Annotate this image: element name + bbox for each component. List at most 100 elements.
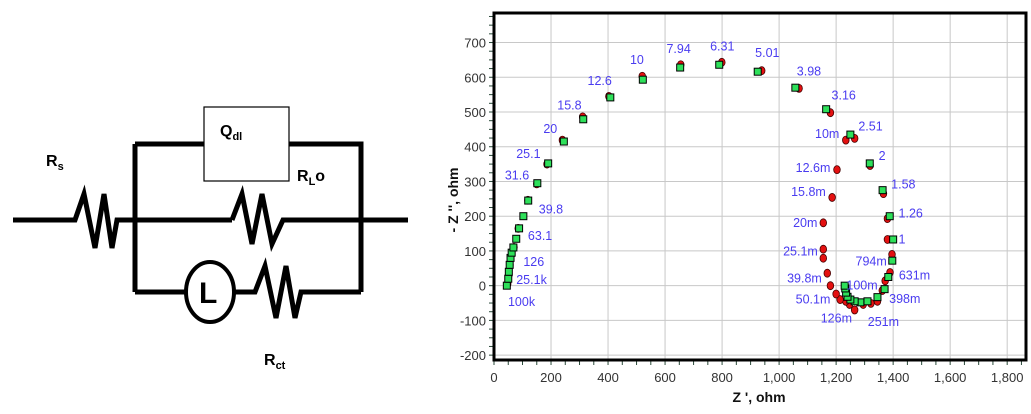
frequency-label: 10 (630, 53, 644, 67)
measured-point (832, 289, 840, 299)
qdl-box (203, 106, 290, 182)
frequency-label: 3.98 (797, 64, 821, 78)
frequency-label: 794m (856, 254, 887, 268)
x-tick-label: 600 (654, 370, 676, 385)
fit-point (676, 63, 685, 72)
fit-point (502, 281, 511, 290)
fit-point (880, 285, 889, 294)
y-tick-label: 700 (464, 36, 486, 51)
fit-point (873, 293, 882, 302)
fit-point (846, 130, 855, 139)
data-markers (502, 57, 898, 315)
y-tick-label: 0 (479, 279, 486, 294)
frequency-label: 6.31 (710, 39, 734, 53)
frequency-label: 126 (523, 255, 544, 269)
frequency-label: 1 (899, 232, 906, 246)
y-tick-label: 400 (464, 140, 486, 155)
fit-point (512, 234, 521, 243)
x-tick-label: 200 (540, 370, 562, 385)
y-tick-label: 200 (464, 209, 486, 224)
y-tick-label: -200 (460, 348, 486, 363)
fit-point (878, 186, 887, 195)
fit-point (559, 137, 568, 146)
fit-point (515, 224, 524, 233)
frequency-label: 100m (846, 279, 877, 293)
frequency-label: 31.6 (505, 169, 529, 183)
fit-point (885, 212, 894, 221)
resistor-rs (68, 184, 135, 249)
frequency-label: 50.1m (796, 293, 831, 307)
frequency-label: 251m (868, 315, 899, 329)
x-axis-title: Z ', ohm (732, 389, 785, 405)
y-axis-title: - Z '', ohm (445, 168, 461, 233)
x-tick-label: 1,000 (763, 370, 796, 385)
fit-point (889, 235, 898, 244)
fit-point (504, 267, 513, 276)
frequency-label: 398m (889, 292, 920, 306)
measured-point (833, 165, 841, 175)
frequency-label: 15.8 (557, 98, 581, 112)
wire-top-right (289, 141, 364, 292)
y-tick-label: 600 (464, 70, 486, 85)
fit-point (822, 105, 831, 114)
resistor-rct (234, 257, 361, 319)
frequency-label: 25.1m (783, 245, 818, 259)
frequency-label: 12.6m (796, 161, 831, 175)
frequency-label: 15.8m (791, 185, 826, 199)
measured-point (823, 268, 831, 278)
fit-point (505, 260, 514, 269)
fit-point (715, 60, 724, 69)
frequency-label: 20 (543, 122, 557, 136)
fit-point (638, 75, 647, 84)
frequency-label: 100k (508, 295, 536, 309)
qdl-label: Qdl (220, 123, 242, 143)
x-tick-label: 1,400 (877, 370, 910, 385)
measured-point (819, 244, 827, 254)
fit-point (840, 281, 849, 290)
measured-point (819, 253, 827, 263)
x-tick-label: 0 (490, 370, 497, 385)
rs-label: Rs (46, 153, 64, 173)
y-tick-label: 500 (464, 105, 486, 120)
fit-point (579, 115, 588, 124)
measured-point (826, 281, 835, 291)
inductor-label: L (199, 277, 217, 310)
fit-point (509, 243, 518, 252)
frequency-label: 39.8m (787, 272, 822, 286)
frequency-label: 126m (821, 312, 852, 326)
fit-point (606, 93, 615, 102)
frequency-label: 63.1 (528, 229, 552, 243)
plot-frame (492, 11, 1028, 362)
fit-point (519, 212, 528, 221)
x-tick-label: 800 (711, 370, 733, 385)
frequency-label: 2.51 (858, 120, 882, 134)
frequency-label: 25.1k (516, 273, 547, 287)
fit-point (544, 159, 553, 168)
frequency-label: 5.01 (755, 46, 779, 60)
frequency-label: 631m (899, 269, 930, 283)
frequency-label: 2 (879, 149, 886, 163)
y-tick-label: -100 (460, 313, 486, 328)
measured-point (819, 218, 827, 228)
rct-label: Rct (264, 352, 286, 372)
fit-point (865, 159, 874, 168)
frequency-label: 3.16 (832, 88, 856, 102)
grid-lines (493, 13, 1026, 360)
frequency-label: 7.94 (666, 42, 690, 56)
y-tick-label: 100 (464, 244, 486, 259)
fit-point (504, 274, 513, 283)
fit-point (888, 256, 897, 265)
frequency-label: 20m (793, 216, 817, 230)
x-tick-label: 1,600 (934, 370, 967, 385)
y-tick-label: 300 (464, 174, 486, 189)
x-tick-label: 1,800 (991, 370, 1024, 385)
frequency-label: 1.58 (891, 178, 915, 192)
fit-point (753, 67, 762, 76)
x-tick-label: 1,200 (820, 370, 853, 385)
fit-point (524, 196, 533, 205)
x-tick-label: 400 (597, 370, 619, 385)
measured-point (828, 193, 836, 202)
equivalent-circuit-diagram: L Rs Qdl RLo Rct (13, 106, 408, 372)
